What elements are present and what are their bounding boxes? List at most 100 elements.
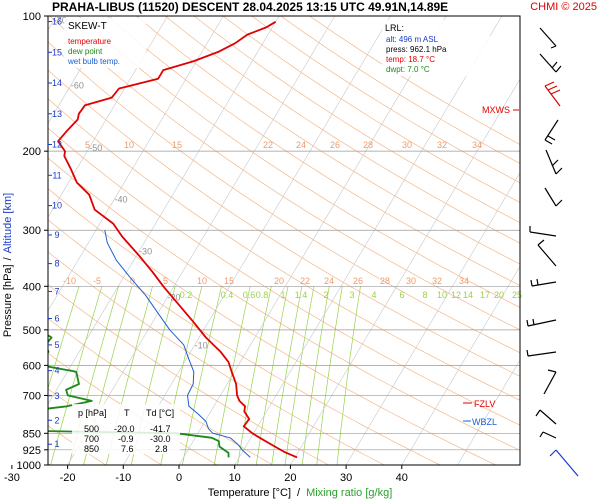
dry-adiabat-label: 30 (402, 140, 412, 150)
wind-barb (535, 409, 557, 425)
lrl-dwpt: dwpt: 7.0 °C (386, 65, 430, 74)
dry-adiabat-label: 15 (172, 140, 182, 150)
temperature-line (57, 21, 298, 459)
mixing-ratio-label: 4 (371, 290, 376, 300)
legend-temperature: temperature (68, 37, 112, 46)
isotherm (457, 359, 520, 465)
temperature-tick-label: -20 (60, 472, 76, 484)
fzlv-label: FZLV (474, 399, 495, 409)
isotherm-label: -20 (168, 292, 181, 302)
altitude-tick-label: 7 (54, 286, 59, 296)
isotherm-label: -30 (139, 247, 152, 257)
wind-barb (539, 53, 562, 73)
dry-adiabat (309, 16, 520, 145)
x-label-separator: / (297, 487, 301, 499)
mixing-ratio-line (316, 286, 343, 465)
pressure-tick-label: 400 (23, 281, 41, 293)
altitude-tick-label: 5 (54, 340, 59, 350)
dry-adiabat (48, 127, 520, 426)
dry-adiabat-label: 10 (124, 140, 134, 150)
mixing-ratio-label: 0.6 (243, 290, 256, 300)
legend-wet-bulb: wet bulb temp. (67, 57, 120, 66)
mixing-ratio-label: 20 (494, 290, 504, 300)
mixing-ratio-line (271, 286, 303, 465)
mixing-ratio-label: 0.4 (221, 290, 234, 300)
wet-bulb-line (104, 230, 251, 458)
altitude-tick-label: 11 (52, 170, 61, 180)
dry-adiabat (48, 219, 441, 465)
wind-barb (526, 318, 557, 327)
dry-adiabat (251, 16, 520, 184)
dry-adiabat-label: 34 (472, 140, 482, 150)
pressure-tick-label: 100 (23, 11, 41, 23)
pressure-tick-label: 700 (23, 390, 41, 402)
y-label-separator: / (2, 256, 14, 260)
dry-adiabat-label: 20 (274, 276, 284, 286)
mixing-ratio-label: 14 (463, 290, 473, 300)
levels-table-header-p: p [hPa] (78, 408, 107, 418)
lrl-temp: temp: 18.7 °C (386, 55, 435, 64)
altitude-tick-label: 9 (54, 230, 59, 240)
isotherm-label: -10 (195, 340, 208, 350)
pressure-tick-label: 600 (23, 360, 41, 372)
mixing-ratio-label: 17 (480, 290, 490, 300)
dry-adiabat (222, 16, 520, 203)
dry-adiabat-label: -5 (93, 276, 101, 286)
levels-row-2-p: 700 (84, 434, 99, 444)
temperature-tick-label: 40 (396, 472, 408, 484)
dry-adiabat-label: 5 (85, 140, 90, 150)
wind-barb (526, 349, 557, 357)
altitude-tick-label: 10 (52, 201, 62, 211)
altitude-tick-label: 6 (54, 314, 59, 324)
temperature-tick-label: 0 (176, 472, 182, 484)
isotherm (48, 16, 224, 312)
mixing-ratio-label: 25 (512, 290, 522, 300)
altitude-tick-label: 2 (54, 415, 59, 425)
dry-adiabat (48, 98, 520, 401)
dry-adiabat-label: 32 (432, 276, 442, 286)
mixing-ratio-line (336, 286, 361, 465)
chart-title: PRAHA-LIBUS (11520) DESCENT 28.04.2025 1… (52, 0, 448, 14)
dry-adiabat-label: 34 (459, 276, 469, 286)
wind-barb (539, 27, 557, 49)
dry-adiabat-label: 24 (324, 276, 334, 286)
mixing-ratio-line (182, 286, 222, 465)
pressure-tick-label: 850 (23, 428, 41, 440)
isotherm (48, 16, 280, 405)
plot-frame (47, 15, 521, 466)
dry-adiabat-label: -10 (63, 276, 76, 286)
wind-barb (549, 449, 579, 477)
dry-adiabat-label: 24 (296, 140, 306, 150)
mixing-ratio-label: 12 (451, 290, 461, 300)
lrl-background (382, 20, 490, 76)
levels-table-background (72, 404, 180, 454)
wind-barb (543, 369, 557, 395)
dry-adiabat (48, 69, 520, 377)
dry-adiabat (48, 41, 520, 354)
wind-barb (545, 149, 563, 175)
isotherm (234, 16, 503, 465)
mxws-label: MXWS (482, 105, 510, 115)
dry-adiabat-label: 28 (363, 140, 373, 150)
copyright: CHMI © 2025 (530, 1, 597, 13)
background-grid (48, 16, 520, 465)
grid-labels: -80-70-60-50-40-30-20-10-10-505101520222… (54, 16, 522, 351)
levels-table: p [hPa] T Td [°C] 500 -20.0 -41.7 700 -0… (72, 404, 180, 454)
lrl-alt: alt: 496 m ASL (386, 35, 439, 44)
mixing-ratio-label: 10 (437, 290, 447, 300)
dry-adiabat-label: 32 (437, 140, 447, 150)
pressure-tick-label: 925 (23, 445, 41, 457)
isotherm (67, 16, 336, 465)
mixing-ratio-label: 8 (422, 290, 427, 300)
dry-adiabat-label: 15 (224, 276, 234, 286)
dry-adiabat (165, 16, 520, 244)
isotherm (290, 78, 520, 465)
levels-row-3-p: 850 (84, 444, 99, 454)
wind-barb (537, 239, 557, 267)
temperature-tick-label: -30 (4, 472, 20, 484)
wind-barb (529, 226, 557, 237)
temperature-tick-label: 20 (284, 472, 296, 484)
dry-adiabat-label: 22 (263, 140, 273, 150)
lrl-press: press: 962.1 hPa (386, 45, 447, 54)
